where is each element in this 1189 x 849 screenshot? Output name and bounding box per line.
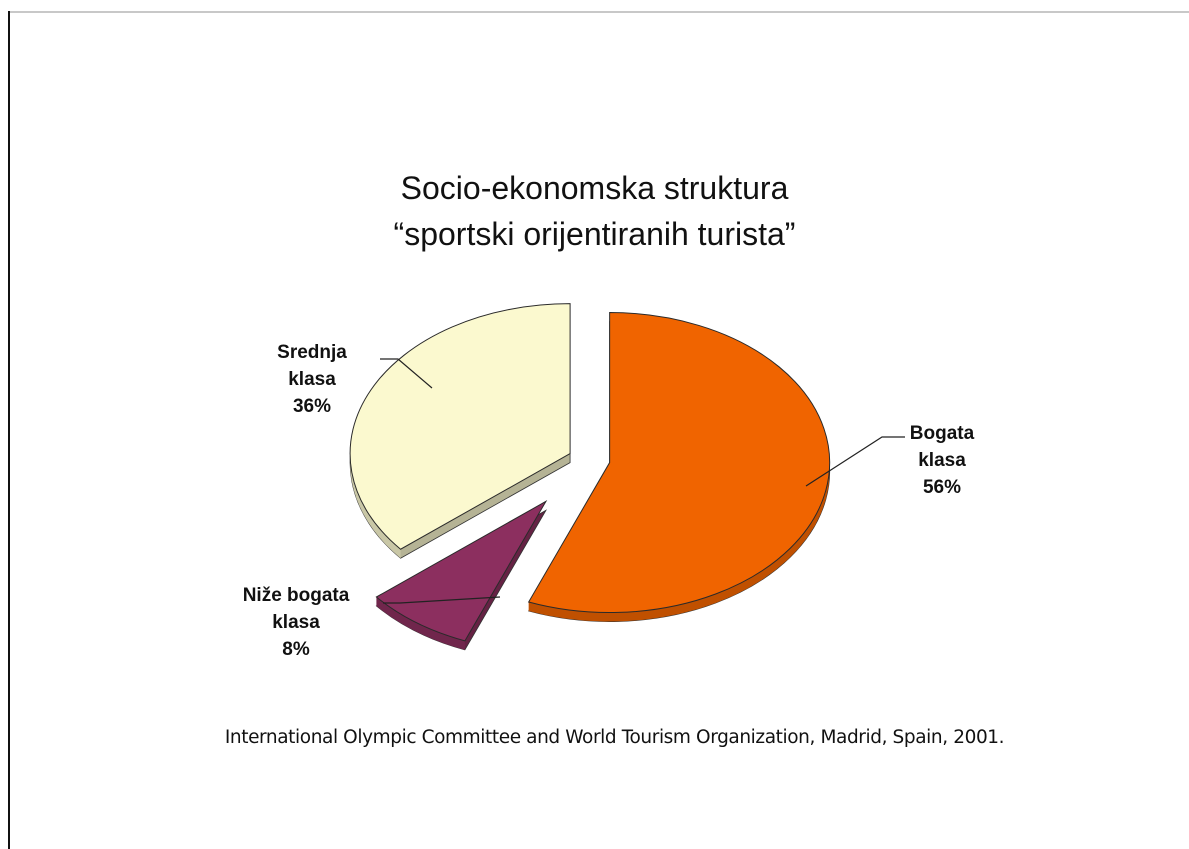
pie-slice-band-1 [376, 596, 465, 650]
pie-slice-top-1 [375, 500, 548, 642]
pie-slice-0 [527, 312, 831, 622]
frame-left-border [8, 11, 10, 849]
slice-label-0-line-2: 56% [923, 477, 961, 498]
slice-label-0-line-0: Bogata [910, 423, 975, 444]
leader-lines [380, 358, 905, 604]
slice-label-1-line-1: klasa [272, 612, 320, 633]
slice-label-2-line-2: 36% [293, 396, 331, 417]
leader-line-0 [805, 436, 905, 487]
slice-label-0-line-1: klasa [918, 450, 966, 471]
slice-label-1-line-2: 8% [282, 639, 310, 660]
slice-label-2-line-1: klasa [288, 369, 336, 390]
pie-slices [349, 303, 831, 651]
frame-top-border [8, 11, 1189, 13]
leader-line-2 [380, 358, 433, 389]
chart-title-line-2: “sportski orijentiranih turista” [393, 216, 796, 252]
slice-labels: Bogata klasa 56% Niže bogata klasa 8% Srednja k… [243, 342, 975, 660]
source-citation: International Olympic Committee and Worl… [224, 727, 1005, 748]
leader-line-1 [383, 596, 501, 604]
slice-label-1-line-0: Niže bogata [243, 585, 350, 606]
pie-slice-top-0 [527, 312, 831, 614]
pie-slice-1 [375, 500, 548, 651]
slice-label-2-line-0: Srednja [277, 342, 347, 363]
chart-title-line-1: Socio-ekonomska struktura [400, 170, 789, 206]
